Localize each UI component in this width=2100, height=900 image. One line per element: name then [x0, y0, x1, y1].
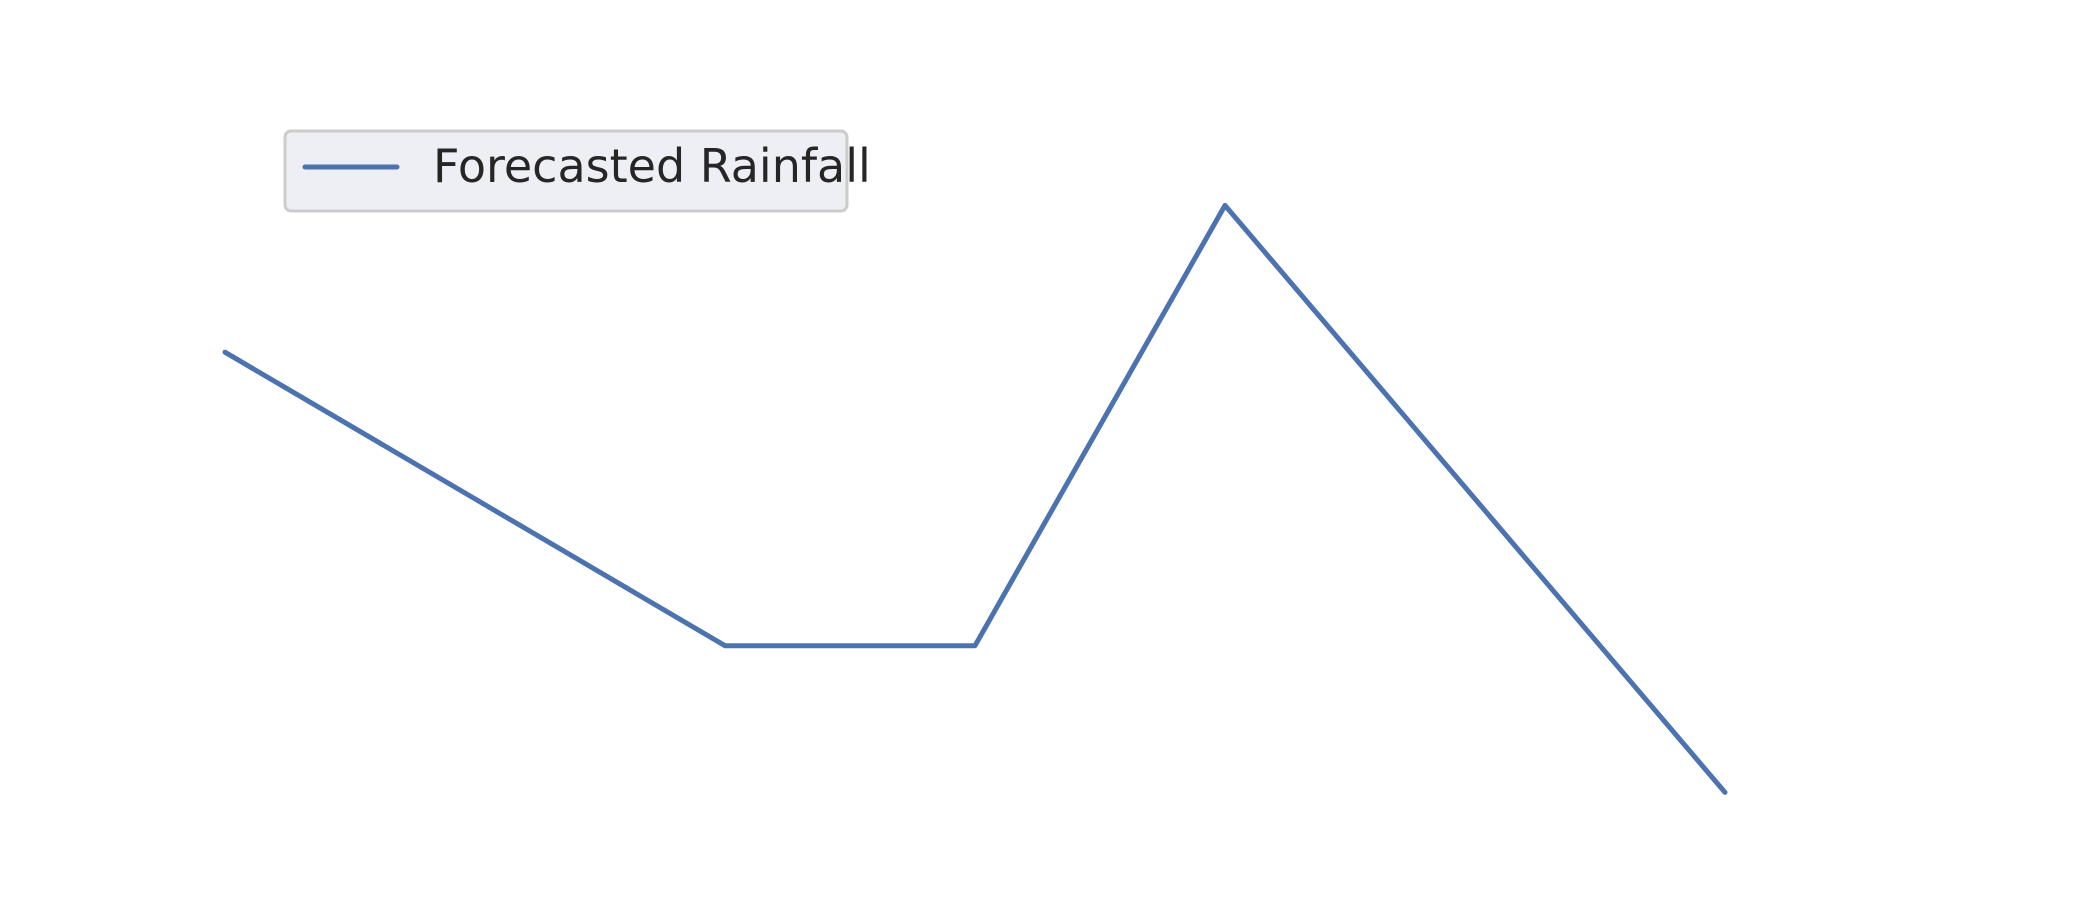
- legend-frame: [283, 129, 849, 213]
- legend: Forecasted Rainfall: [283, 129, 871, 213]
- plot-area: [222, 202, 1728, 795]
- legend-label: Forecasted Rainfall: [433, 139, 871, 193]
- series-line-0: [222, 202, 1728, 795]
